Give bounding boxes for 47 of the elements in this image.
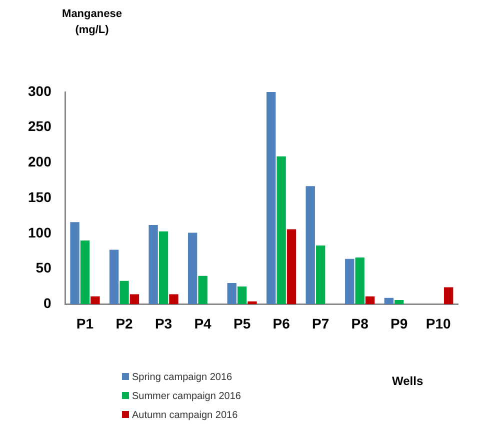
bar [120,280,129,304]
bar [286,229,296,304]
x-tick-label: P9 [390,315,408,332]
bar [384,298,394,304]
bar [188,232,198,304]
y-tick-label: 50 [36,260,52,276]
bar [227,282,236,304]
bar [345,258,354,304]
bar [365,296,375,304]
x-tick-label: P8 [351,315,369,332]
x-axis-title: Wells [392,374,424,388]
x-tick-label: P6 [272,315,290,332]
bar [148,224,158,304]
y-axis-title: Manganese (mg/L) [61,7,123,38]
y-tick-label: 150 [28,188,52,205]
x-tick-label: P7 [312,315,330,332]
bar [169,294,178,304]
bar [248,301,257,304]
bar [130,294,140,304]
bar [80,240,90,304]
bar [237,286,247,304]
bar [316,245,326,304]
x-tick-label: P10 [426,315,452,332]
y-tick-label: 200 [28,154,52,170]
x-tick-label: P1 [76,315,94,332]
legend-label: Summer campaign 2016 [131,390,241,404]
bar [306,186,315,304]
bar [109,250,119,304]
x-tick-label: P2 [116,315,134,332]
legend-label: Autumn campaign 2016 [131,409,239,423]
y-tick-label: 250 [28,118,52,134]
bar [266,92,276,304]
y-tick-label: 300 [28,82,52,99]
bar [394,300,404,304]
bar [158,231,168,304]
x-tick-label: P5 [233,315,251,332]
bar [276,156,286,304]
y-tick-label: 100 [28,224,52,240]
bar [444,287,454,304]
bar [90,296,100,304]
x-tick-label: P3 [154,315,172,332]
bar [198,276,208,304]
y-tick-label: 0 [44,295,52,312]
bar [70,222,80,304]
x-tick-label: P4 [194,315,212,332]
legend-label: Spring campaign 2016 [131,371,234,385]
bar [355,258,364,304]
